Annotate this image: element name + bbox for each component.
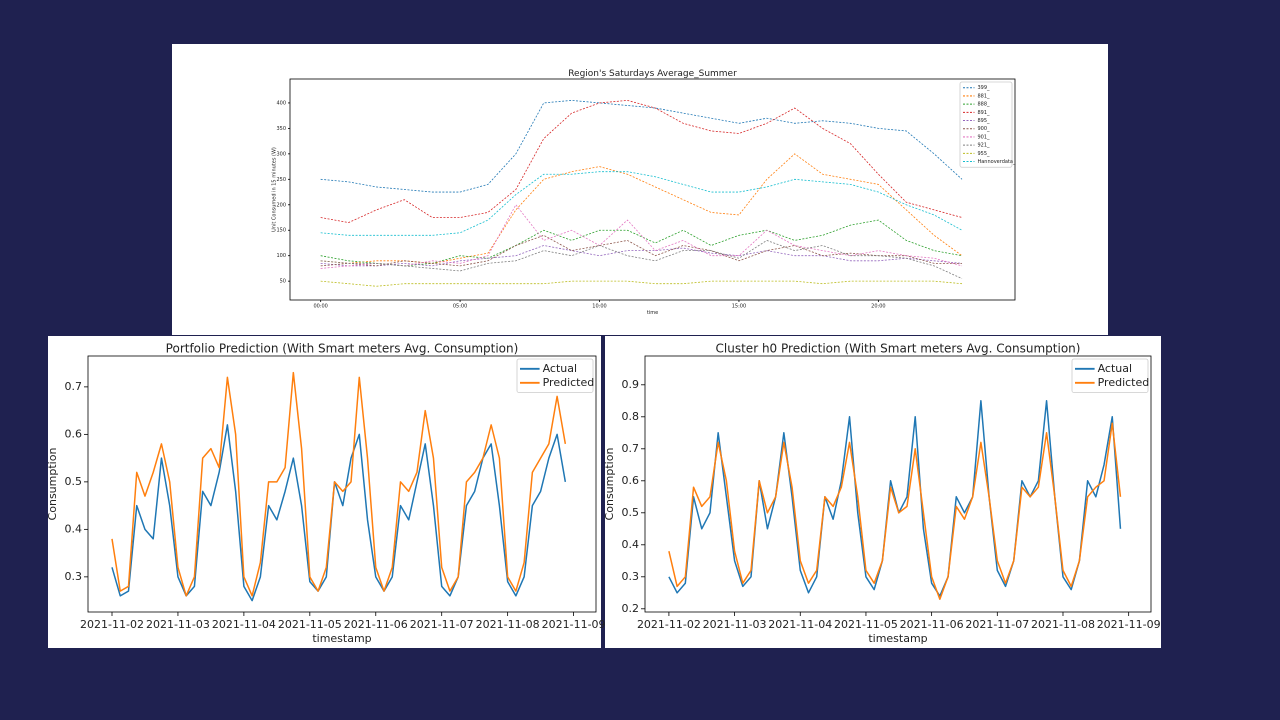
legend-label: 900_ [977,126,990,132]
x-tick-label: 10:00 [592,304,606,310]
y-tick-label: 250 [276,177,286,183]
y-tick-label: 0.7 [622,442,640,455]
y-tick-label: 0.5 [65,475,83,488]
y-tick-label: 0.3 [65,570,83,583]
series-line [320,171,963,236]
y-tick-label: 350 [276,126,286,132]
y-tick-label: 400 [276,100,286,106]
panel-left [48,336,601,648]
legend-box [1071,358,1149,393]
legend-label: 891_ [977,110,990,116]
series-line [668,400,1122,597]
y-tick-label: 0.6 [622,474,640,487]
y-tick-label: 200 [276,202,286,208]
x-tick-label: 2021-11-09 [1097,618,1161,631]
x-tick-label: 15:00 [732,304,746,310]
x-tick-label: 2021-11-02 [637,618,701,631]
series-line [320,204,963,269]
y-tick-label: 0.5 [622,506,640,519]
x-axis-label: timestamp [312,632,371,645]
y-tick-label: 150 [276,228,286,234]
legend-label: Hannoverdata_ [977,159,1015,165]
legend-box [959,81,1013,168]
x-tick-label: 2021-11-06 [900,618,964,631]
y-tick-label: 0.8 [622,410,640,423]
x-tick-label: 2021-11-07 [965,618,1029,631]
y-tick-label: 0.3 [622,570,640,583]
y-tick-label: 0.4 [622,538,640,551]
series-line [111,371,567,597]
x-tick-label: 2021-11-05 [278,618,342,631]
plot-frame [644,355,1152,613]
series-line [320,219,963,267]
series-line [668,422,1122,600]
plot-frame [87,355,597,613]
y-tick-label: 0.7 [65,380,83,393]
y-tick-label: 100 [276,253,286,259]
y-tick-label: 0.9 [622,378,640,391]
legend-label: Actual [543,362,577,375]
legend-label: 901_ [977,134,990,140]
x-axis-label: timestamp [868,632,927,645]
legend-box [516,358,594,393]
x-tick-label: 2021-11-06 [344,618,408,631]
series-line [320,99,963,223]
x-tick-label: 00:00 [313,304,327,310]
panel-right [605,336,1161,648]
legend-label: 921_ [977,143,990,149]
y-tick-label: 0.2 [622,602,640,615]
x-tick-label: 2021-11-03 [146,618,210,631]
legend-label: 881_ [977,93,990,99]
legend-label: Predicted [1098,376,1150,389]
x-tick-label: 2021-11-04 [212,618,276,631]
legend-label: 895_ [977,118,990,124]
legend-label: 888_ [977,102,990,108]
x-axis-label: time [647,310,658,316]
y-tick-label: 0.6 [65,427,83,440]
y-axis-label: Consumption [46,448,59,521]
chart-title: Region's Saturdays Average_Summer [568,69,737,79]
y-tick-label: 300 [276,151,286,157]
y-axis-label: Unit Consumed in 15 minutes (W) [272,147,278,232]
x-tick-label: 2021-11-08 [1031,618,1095,631]
x-tick-label: 2021-11-05 [834,618,898,631]
x-tick-label: 2021-11-02 [80,618,144,631]
series-line [320,245,963,267]
y-axis-label: Consumption [603,448,616,521]
x-tick-label: 2021-11-03 [703,618,767,631]
x-tick-label: 2021-11-08 [476,618,540,631]
legend-label: 399_ [977,85,990,91]
x-tick-label: 05:00 [453,304,467,310]
y-tick-label: 50 [280,279,286,285]
legend-label: Predicted [543,376,595,389]
chart-title: Portfolio Prediction (With Smart meters … [166,341,519,355]
x-tick-label: 20:00 [871,304,885,310]
plot-frame [289,78,1016,301]
legend-label: Actual [1098,362,1132,375]
legend-label: 955_ [977,151,990,157]
x-tick-label: 2021-11-04 [768,618,832,631]
series-line [320,240,963,279]
y-tick-label: 0.4 [65,522,83,535]
panel-top [172,44,1108,335]
x-tick-label: 2021-11-07 [410,618,474,631]
chart-title: Cluster h0 Prediction (With Smart meters… [716,341,1081,355]
x-tick-label: 2021-11-09 [542,618,606,631]
